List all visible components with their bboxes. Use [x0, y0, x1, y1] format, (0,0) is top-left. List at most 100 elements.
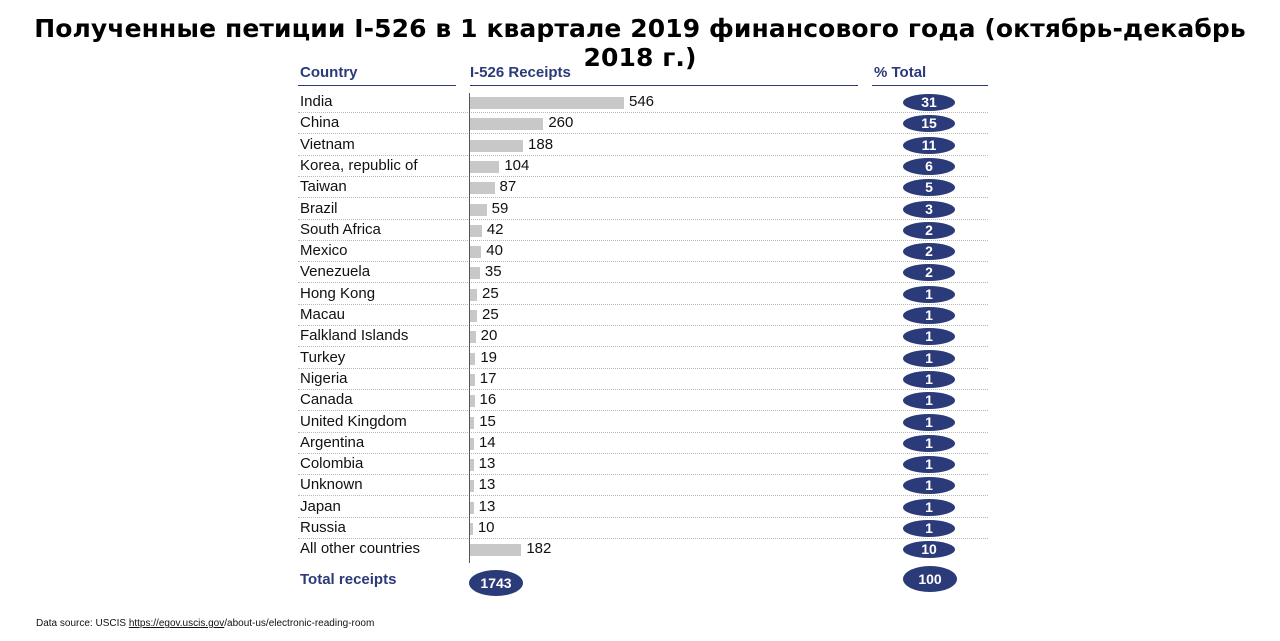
percent-total-pill: 2: [903, 243, 955, 261]
percent-total-pill: 3: [903, 200, 955, 218]
receipts-bar: [470, 416, 475, 429]
receipts-value-label: 14: [478, 433, 496, 451]
percent-total-pill: 1: [903, 456, 955, 474]
chart-row: Turkey 19 1: [298, 348, 988, 369]
total-percent-value: 100: [903, 566, 957, 592]
row-separator: [298, 538, 988, 539]
chart-row: Argentina 14 1: [298, 433, 988, 454]
chart-row: Macau 25 1: [298, 305, 988, 326]
percent-total-pill: 11: [903, 136, 955, 154]
percent-total-pill: 1: [903, 392, 955, 410]
chart-row: Korea, republic of 104 6: [298, 156, 988, 177]
row-separator: [298, 452, 988, 454]
country-label: United Kingdom: [300, 412, 407, 430]
percent-total-pill: 1: [903, 434, 955, 452]
row-separator: [298, 239, 988, 241]
row-separator: [298, 410, 988, 412]
percent-total-pill: 2: [903, 221, 955, 239]
total-receipts-label: Total receipts: [300, 571, 397, 588]
country-label: Vietnam: [300, 135, 355, 153]
receipts-bar: [470, 459, 474, 472]
country-label: Turkey: [300, 348, 346, 366]
row-separator: [298, 112, 988, 113]
row-separator: [298, 261, 988, 263]
country-label: Taiwan: [300, 178, 347, 196]
percent-total-pill: 1: [903, 413, 955, 431]
receipts-bar: [470, 437, 474, 450]
source-link[interactable]: https://egov.uscis.gov: [128, 618, 225, 629]
row-separator: [298, 367, 988, 369]
chart-row: Taiwan 87 5: [298, 177, 988, 199]
receipts-value-label: 17: [479, 369, 497, 387]
chart-row: Russia 10 1: [298, 518, 988, 539]
country-label: Falkland Islands: [300, 327, 409, 345]
chart-row: Colombia 13 1: [298, 454, 988, 476]
header-rule-pct: [872, 85, 988, 86]
country-label: Hong Kong: [300, 284, 376, 302]
row-separator: [298, 154, 988, 156]
country-label: Russia: [300, 519, 346, 536]
total-receipts-value: 1743: [469, 570, 523, 596]
chart-row: Nigeria 17 1: [298, 369, 988, 390]
receipts-value-label: 188: [528, 135, 554, 153]
receipts-value-label: 260: [548, 114, 574, 132]
row-separator: [298, 303, 988, 305]
percent-total-pill: 6: [903, 157, 955, 175]
receipts-value-label: 19: [480, 348, 498, 366]
country-label: Canada: [300, 391, 353, 409]
receipts-bar: [470, 331, 476, 344]
row-separator: [298, 218, 988, 220]
receipts-bar: [470, 139, 524, 152]
receipts-value-label: 182: [526, 540, 552, 558]
chart-row: China 260 15: [298, 113, 988, 135]
percent-total-pill: 1: [903, 285, 955, 303]
data-source-note: Data source: USCIS https://egov.uscis.go…: [36, 618, 374, 629]
country-label: South Africa: [300, 220, 381, 238]
header-country: Country: [300, 64, 358, 81]
chart-row: Unknown 13 1: [298, 475, 988, 497]
percent-total-pill: 1: [903, 477, 955, 495]
percent-total-pill: 1: [903, 349, 955, 367]
receipts-bar: [470, 267, 480, 280]
chart-row: Falkland Islands 20 1: [298, 326, 988, 348]
receipts-value-label: 25: [482, 306, 499, 323]
country-label: Unknown: [300, 476, 363, 494]
receipts-value-label: 59: [491, 199, 509, 217]
header-receipts: I-526 Receipts: [470, 64, 571, 81]
country-label: Korea, republic of: [300, 156, 418, 174]
receipts-bar: [470, 182, 495, 195]
percent-total-pill: 1: [903, 520, 955, 537]
chart-row: South Africa 42 2: [298, 220, 988, 241]
receipts-bar: [470, 224, 482, 237]
row-separator: [298, 175, 988, 177]
receipts-value-label: 104: [504, 156, 530, 174]
percent-total-pill: 10: [903, 541, 955, 559]
receipts-value-label: 546: [629, 93, 655, 110]
percent-total-pill: 1: [903, 328, 955, 346]
country-label: Mexico: [300, 242, 348, 260]
percent-total-pill: 5: [903, 179, 955, 197]
chart-row: Japan 13 1: [298, 497, 988, 518]
country-label: China: [300, 114, 340, 132]
source-suffix: /about-us/electronic-reading-room: [224, 618, 375, 629]
row-separator: [298, 495, 988, 497]
row-separator: [298, 346, 988, 348]
receipts-bar: [470, 203, 487, 216]
percent-total-pill: 31: [903, 94, 955, 111]
row-separator: [298, 197, 988, 199]
receipts-bar: [470, 160, 500, 173]
receipts-bar: [470, 373, 475, 386]
receipts-bar: [470, 288, 478, 301]
country-label: Macau: [300, 306, 346, 323]
receipts-value-label: 16: [479, 391, 497, 409]
receipts-value-label: 13: [478, 497, 496, 515]
receipts-value-label: 40: [486, 242, 503, 260]
header-rule-receipts: [470, 85, 858, 86]
country-label: Nigeria: [300, 369, 348, 387]
receipts-bar: [470, 97, 624, 109]
bar-axis-line: [469, 93, 470, 563]
country-label: Brazil: [300, 199, 338, 217]
country-label: Argentina: [300, 433, 365, 451]
receipts-value-label: 42: [486, 220, 504, 238]
chart-row: Mexico 40 2: [298, 241, 988, 263]
